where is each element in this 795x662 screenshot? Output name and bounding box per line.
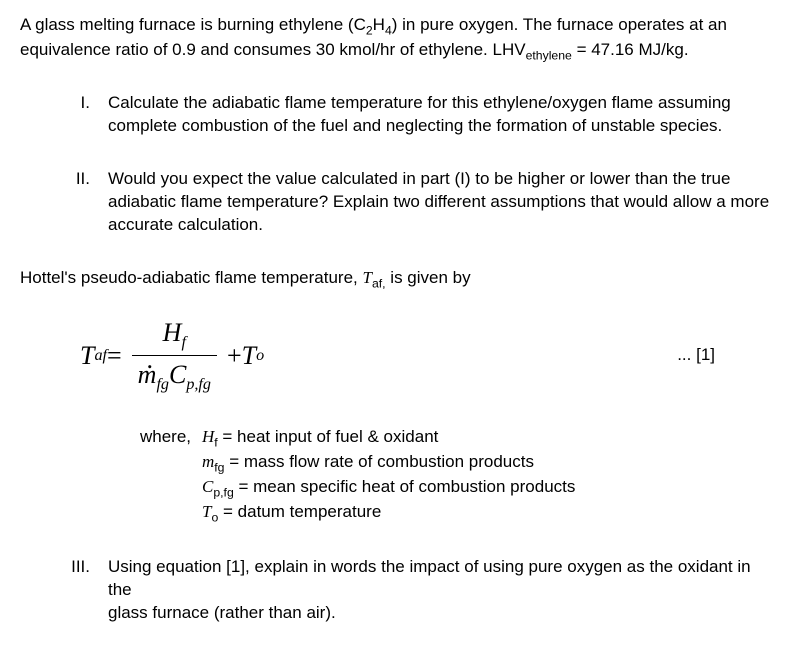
where-lead-empty bbox=[140, 501, 202, 526]
hottel-text: Hottel's pseudo-adiabatic flame temperat… bbox=[20, 268, 362, 287]
intro-text: equivalence ratio of 0.9 and consumes 30… bbox=[20, 40, 526, 59]
eq-rhs-T: T bbox=[242, 338, 256, 373]
eq-lhs-T: T bbox=[80, 338, 94, 373]
where-block: where, Hf = heat input of fuel & oxidant… bbox=[140, 426, 775, 526]
hottel-text: is given by bbox=[386, 268, 471, 287]
hottel-intro: Hottel's pseudo-adiabatic flame temperat… bbox=[20, 267, 775, 292]
var-T: T bbox=[362, 268, 371, 287]
question-body: Calculate the adiabatic flame temperatur… bbox=[108, 92, 775, 138]
where-text: = mass flow rate of combustion products bbox=[225, 452, 534, 471]
eq-equals: = bbox=[107, 338, 122, 373]
where-text: = mean specific heat of combustion produ… bbox=[234, 477, 576, 496]
intro-text: ) in pure oxygen. The furnace operates a… bbox=[392, 15, 727, 34]
eq-H-sub: f bbox=[181, 335, 185, 352]
intro-text: H bbox=[373, 15, 385, 34]
question-2: II. Would you expect the value calculate… bbox=[20, 168, 775, 237]
problem-intro: A glass melting furnace is burning ethyl… bbox=[20, 14, 775, 64]
where-row: To = datum temperature bbox=[140, 501, 775, 526]
eq-m-sub: fg bbox=[156, 377, 169, 394]
question-body: Would you expect the value calculated in… bbox=[108, 168, 775, 237]
question-text: accurate calculation. bbox=[108, 215, 263, 234]
question-body: Using equation [1], explain in words the… bbox=[108, 556, 775, 625]
eq-numerator: Hf bbox=[157, 315, 192, 355]
where-text: = heat input of fuel & oxidant bbox=[218, 427, 439, 446]
eq-plus: + bbox=[227, 338, 242, 373]
intro-text: A glass melting furnace is burning ethyl… bbox=[20, 15, 366, 34]
eq-denominator: mfgCp,fg bbox=[132, 355, 217, 396]
equation-1: Taf = Hf mfgCp,fg + To ... [1] bbox=[80, 315, 775, 396]
equation-ref: ... [1] bbox=[677, 344, 775, 367]
eq-rhs-sub: o bbox=[256, 345, 264, 367]
question-text: Would you expect the value calculated in… bbox=[108, 169, 730, 188]
question-number: I. bbox=[20, 92, 108, 138]
where-row: where, Hf = heat input of fuel & oxidant bbox=[140, 426, 775, 451]
question-3: III. Using equation [1], explain in word… bbox=[20, 556, 775, 625]
question-text: adiabatic flame temperature? Explain two… bbox=[108, 192, 769, 211]
var-cpfg: C bbox=[202, 477, 213, 496]
question-number: II. bbox=[20, 168, 108, 237]
eq-H: H bbox=[163, 318, 182, 347]
eq-fraction: Hf mfgCp,fg bbox=[132, 315, 217, 396]
var-mfg: m bbox=[202, 452, 214, 471]
where-row: Cp,fg = mean specific heat of combustion… bbox=[140, 476, 775, 501]
where-row: mfg = mass flow rate of combustion produ… bbox=[140, 451, 775, 476]
intro-text: = 47.16 MJ/kg. bbox=[572, 40, 689, 59]
where-def: Cp,fg = mean specific heat of combustion… bbox=[202, 476, 575, 501]
question-number: III. bbox=[20, 556, 108, 625]
question-1: I. Calculate the adiabatic flame tempera… bbox=[20, 92, 775, 138]
sub-2: 2 bbox=[366, 23, 373, 37]
where-def: Hf = heat input of fuel & oxidant bbox=[202, 426, 438, 451]
sub-af: af, bbox=[372, 276, 386, 290]
where-lead-empty bbox=[140, 476, 202, 501]
sub-4: 4 bbox=[385, 23, 392, 37]
question-text: complete combustion of the fuel and negl… bbox=[108, 116, 722, 135]
sub-fg: fg bbox=[214, 461, 224, 475]
question-text: Calculate the adiabatic flame temperatur… bbox=[108, 93, 731, 112]
sub-pfg: p,fg bbox=[213, 486, 233, 500]
sub-ethylene: ethylene bbox=[526, 48, 572, 62]
eq-mdot: m bbox=[138, 357, 157, 392]
where-lead-empty bbox=[140, 451, 202, 476]
problem-page: A glass melting furnace is burning ethyl… bbox=[0, 0, 795, 645]
where-def: To = datum temperature bbox=[202, 501, 381, 526]
where-text: = datum temperature bbox=[218, 502, 381, 521]
question-text: glass furnace (rather than air). bbox=[108, 603, 336, 622]
question-text: Using equation [1], explain in words the… bbox=[108, 557, 751, 599]
eq-lhs-sub: af bbox=[94, 345, 107, 367]
var-Hf: H bbox=[202, 427, 214, 446]
equation-body: Taf = Hf mfgCp,fg + To bbox=[80, 315, 264, 396]
where-def: mfg = mass flow rate of combustion produ… bbox=[202, 451, 534, 476]
eq-C-sub: p,fg bbox=[186, 377, 211, 394]
eq-C: C bbox=[169, 360, 186, 389]
where-lead: where, bbox=[140, 426, 202, 451]
